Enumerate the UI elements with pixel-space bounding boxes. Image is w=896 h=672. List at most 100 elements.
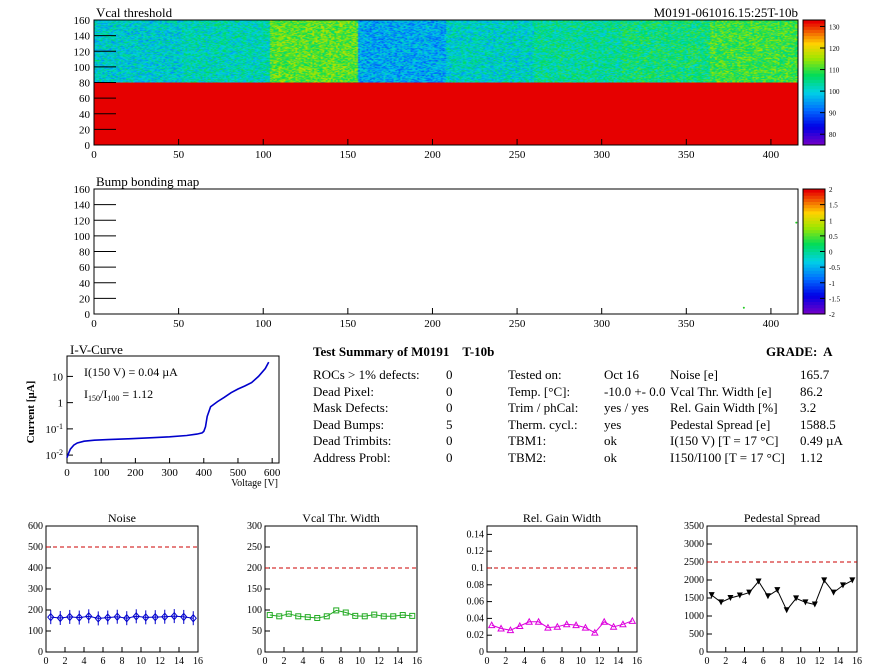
palette-cell (803, 214, 825, 218)
palette-cell (803, 220, 825, 224)
vcal-width-chart-point (371, 611, 378, 618)
vcal-width-chart-series-line (269, 609, 413, 619)
noise-chart-x-tick-label: 2 (63, 656, 68, 667)
map-y-tick-label: 40 (79, 109, 91, 121)
palette-cell (803, 79, 825, 83)
palette-cell (803, 267, 825, 271)
map-x-tick-label: 100 (255, 149, 272, 161)
palette-cell (803, 70, 825, 74)
palette-cell (803, 245, 825, 249)
palette-cell (803, 235, 825, 240)
vcal-width-chart-point (285, 610, 292, 617)
palette-frame (802, 19, 826, 146)
pedestal-spread-chart-point (764, 593, 771, 600)
palette-cell (803, 129, 825, 133)
map-x-tick-label: 0 (91, 149, 97, 161)
palette-cell (803, 310, 825, 315)
result-label: I150/I100 [T = 17 °C] (670, 449, 785, 465)
noise-chart-y-tick-label: 200 (28, 605, 43, 616)
condition-label: Trim / phCal: (508, 400, 579, 415)
defect-value: 0 (446, 367, 453, 382)
pedestal-spread-chart-y-tick-label: 1500 (684, 593, 704, 604)
map-x-tick-label: 250 (509, 149, 526, 161)
palette-cell (803, 192, 825, 196)
pedestal-spread-chart-point (839, 582, 846, 589)
vcal-width-chart-point (380, 613, 387, 620)
map-y-tick-label: 140 (74, 31, 91, 43)
gain-width-chart-point (525, 617, 534, 625)
iv-y-tick-label: 10-2 (45, 448, 63, 462)
iv-series-line (66, 361, 270, 458)
vcal-width-chart-y-tick-label: 200 (247, 563, 262, 574)
gain-width-chart-point (590, 628, 599, 636)
gain-width-chart-point (487, 621, 496, 629)
pedestal-spread-chart-point (755, 578, 762, 585)
iv-title: I-V-Curve (70, 342, 123, 357)
defect-value: 5 (446, 416, 453, 432)
palette-cell (803, 226, 825, 231)
pedestal-spread-chart-x-tick-label: 12 (815, 656, 825, 667)
noise-chart-y-tick-label: 0 (38, 647, 43, 658)
palette-cell (803, 82, 825, 87)
palette-cell (803, 132, 825, 137)
pedestal-spread-chart-point (783, 607, 790, 614)
vcal-width-chart-y-tick-label: 300 (247, 521, 262, 532)
iv-x-tick-label: 200 (127, 467, 144, 479)
iv-y-tick-label: 1 (58, 398, 64, 410)
gain-width-chart-point (581, 623, 590, 631)
vcal-width-chart-point (399, 612, 406, 619)
palette-cell (803, 41, 825, 46)
pedestal-spread-chart-y-tick-label: 2000 (684, 575, 704, 586)
vcal-width-chart-y-tick-label: 50 (252, 626, 262, 637)
vcal-width-chart-x-tick-label: 14 (393, 656, 403, 667)
condition-value: ok (604, 449, 617, 465)
vcal-width-chart-point (295, 613, 302, 620)
palette-tick-label: 80 (829, 131, 837, 139)
pedestal-spread-chart-x-tick-label: 4 (742, 656, 747, 667)
vcal-width-chart-x-tick-label: 10 (355, 656, 365, 667)
vcal-width-chart-y-tick-label: 150 (247, 584, 262, 595)
result-value: 1588.5 (800, 416, 836, 432)
result-value: 165.7 (800, 367, 830, 382)
palette-cell (803, 264, 825, 268)
palette-cell (803, 26, 825, 30)
map-x-tick-label: 200 (424, 149, 441, 161)
noise-chart-y-tick-label: 500 (28, 542, 43, 553)
result-label: Noise [e] (670, 367, 719, 382)
vcal-width-chart-point (361, 613, 368, 620)
palette-cell (803, 73, 825, 77)
pedestal-spread-chart-point (708, 592, 715, 599)
palette-tick-label: 130 (829, 23, 840, 31)
map-x-tick-label: 350 (678, 318, 695, 330)
map-y-tick-label: 0 (85, 140, 91, 152)
pedestal-spread-chart-x-tick-label: 10 (796, 656, 806, 667)
palette-cell (803, 201, 825, 206)
defect-label: Address Probl: (313, 449, 391, 465)
map-x-tick-label: 250 (509, 318, 526, 330)
gain-width-chart-y-tick-label: 0 (479, 647, 484, 658)
defect-value: 0 (446, 449, 453, 465)
map-y-tick-label: 20 (79, 124, 91, 136)
vcal-width-chart-x-tick-label: 2 (282, 656, 287, 667)
pedestal-spread-chart-x-tick-label: 0 (705, 656, 710, 667)
iv-x-tick-label: 400 (196, 467, 213, 479)
palette-cell (803, 85, 825, 90)
vcal-width-chart-y-tick-label: 0 (257, 647, 262, 658)
palette-cell (803, 204, 825, 209)
defect-value: 0 (446, 400, 453, 415)
palette-tick-label: 120 (829, 45, 840, 53)
map-id-label: M0191-061016.15:25T-10b (654, 5, 798, 20)
condition-value: yes (604, 416, 622, 432)
palette-cell (803, 76, 825, 80)
palette-cell (803, 104, 825, 108)
palette-cell (803, 57, 825, 62)
map-y-tick-label: 120 (74, 46, 91, 58)
pedestal-spread-chart-title: Pedestal Spread (744, 511, 820, 525)
condition-value: yes / yes (604, 400, 649, 415)
palette-cell (803, 210, 825, 215)
palette-cell (803, 91, 825, 96)
iv-x-tick-label: 600 (264, 467, 281, 479)
pedestal-spread-chart-point (746, 589, 753, 596)
vcal-width-chart-point (390, 613, 397, 620)
iv-y-label: Current [µA] (25, 381, 37, 444)
